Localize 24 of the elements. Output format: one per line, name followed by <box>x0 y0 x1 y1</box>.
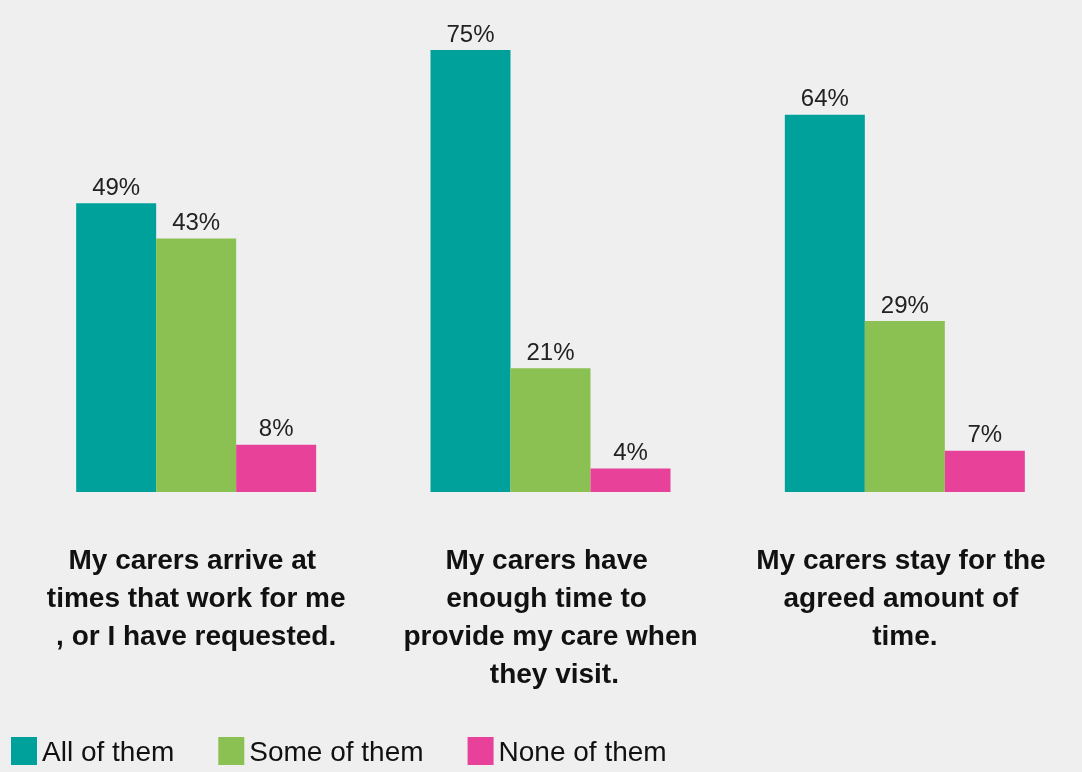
x-tick-label: My carers arrive at times that work for me, or I have requested. <box>46 543 346 651</box>
data-label: 7% <box>967 420 1003 448</box>
data-label: 49% <box>92 172 141 200</box>
legend-label: None of them <box>498 735 667 767</box>
bar <box>510 368 591 492</box>
legend-label: All of them <box>42 735 175 767</box>
bar <box>784 114 865 492</box>
bar <box>590 468 671 492</box>
data-label: 21% <box>526 337 575 365</box>
bar <box>430 50 511 492</box>
data-label: 29% <box>880 290 929 318</box>
bar <box>156 238 237 492</box>
data-label: 8% <box>258 414 294 442</box>
bar <box>76 203 157 492</box>
x-tick-label: My carers have enough time to provide my care when they visit. <box>403 543 698 689</box>
data-label: 4% <box>613 437 648 465</box>
x-tick-label: My carers stay for the agreed amount of time. <box>756 543 1054 651</box>
bar <box>236 444 317 492</box>
data-label: 43% <box>172 208 221 236</box>
bar <box>864 321 945 492</box>
data-label: 75% <box>446 19 495 47</box>
data-label: 64% <box>800 84 849 112</box>
bar <box>944 450 1025 492</box>
legend-label: Some of them <box>249 735 424 767</box>
